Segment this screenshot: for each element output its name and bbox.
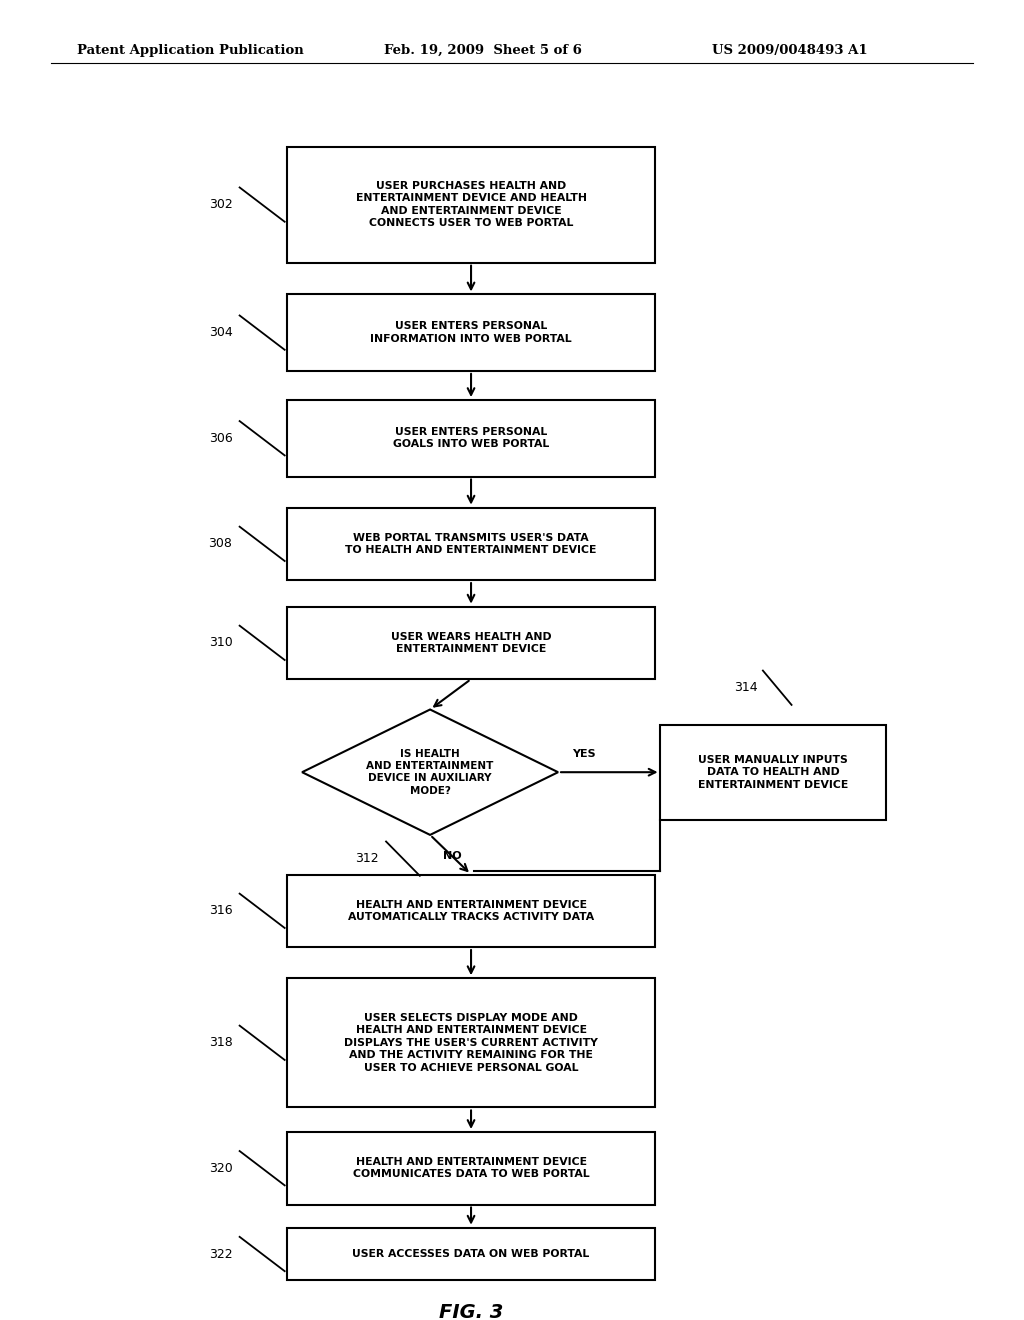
FancyBboxPatch shape bbox=[287, 400, 655, 477]
Text: USER ACCESSES DATA ON WEB PORTAL: USER ACCESSES DATA ON WEB PORTAL bbox=[352, 1249, 590, 1259]
Text: NO: NO bbox=[443, 851, 462, 861]
Text: 308: 308 bbox=[209, 537, 232, 550]
Text: IS HEALTH
AND ENTERTAINMENT
DEVICE IN AUXILIARY
MODE?: IS HEALTH AND ENTERTAINMENT DEVICE IN AU… bbox=[367, 748, 494, 796]
Text: HEALTH AND ENTERTAINMENT DEVICE
COMMUNICATES DATA TO WEB PORTAL: HEALTH AND ENTERTAINMENT DEVICE COMMUNIC… bbox=[352, 1158, 590, 1179]
Text: USER SELECTS DISPLAY MODE AND
HEALTH AND ENTERTAINMENT DEVICE
DISPLAYS THE USER': USER SELECTS DISPLAY MODE AND HEALTH AND… bbox=[344, 1012, 598, 1073]
FancyBboxPatch shape bbox=[287, 1131, 655, 1204]
Text: USER ENTERS PERSONAL
GOALS INTO WEB PORTAL: USER ENTERS PERSONAL GOALS INTO WEB PORT… bbox=[393, 428, 549, 449]
FancyBboxPatch shape bbox=[287, 294, 655, 371]
Text: 312: 312 bbox=[355, 853, 379, 865]
Text: USER WEARS HEALTH AND
ENTERTAINMENT DEVICE: USER WEARS HEALTH AND ENTERTAINMENT DEVI… bbox=[391, 632, 551, 653]
Text: FIG. 3: FIG. 3 bbox=[439, 1303, 503, 1320]
Text: 306: 306 bbox=[209, 432, 232, 445]
Text: YES: YES bbox=[571, 748, 596, 759]
FancyBboxPatch shape bbox=[660, 725, 886, 820]
Text: USER PURCHASES HEALTH AND
ENTERTAINMENT DEVICE AND HEALTH
AND ENTERTAINMENT DEVI: USER PURCHASES HEALTH AND ENTERTAINMENT … bbox=[355, 181, 587, 228]
Text: USER ENTERS PERSONAL
INFORMATION INTO WEB PORTAL: USER ENTERS PERSONAL INFORMATION INTO WE… bbox=[371, 322, 571, 343]
Text: 316: 316 bbox=[209, 904, 232, 917]
Text: 314: 314 bbox=[734, 681, 758, 694]
FancyBboxPatch shape bbox=[287, 607, 655, 678]
Text: 318: 318 bbox=[209, 1036, 232, 1049]
FancyBboxPatch shape bbox=[287, 875, 655, 948]
Text: 320: 320 bbox=[209, 1162, 232, 1175]
FancyBboxPatch shape bbox=[287, 978, 655, 1107]
Polygon shape bbox=[302, 710, 558, 836]
Text: HEALTH AND ENTERTAINMENT DEVICE
AUTOMATICALLY TRACKS ACTIVITY DATA: HEALTH AND ENTERTAINMENT DEVICE AUTOMATI… bbox=[348, 900, 594, 921]
Text: 302: 302 bbox=[209, 198, 232, 211]
Text: 310: 310 bbox=[209, 636, 232, 649]
FancyBboxPatch shape bbox=[287, 1228, 655, 1280]
Text: WEB PORTAL TRANSMITS USER'S DATA
TO HEALTH AND ENTERTAINMENT DEVICE: WEB PORTAL TRANSMITS USER'S DATA TO HEAL… bbox=[345, 533, 597, 554]
Text: US 2009/0048493 A1: US 2009/0048493 A1 bbox=[712, 44, 867, 57]
Text: USER MANUALLY INPUTS
DATA TO HEALTH AND
ENTERTAINMENT DEVICE: USER MANUALLY INPUTS DATA TO HEALTH AND … bbox=[698, 755, 848, 789]
Text: 304: 304 bbox=[209, 326, 232, 339]
FancyBboxPatch shape bbox=[287, 507, 655, 581]
Text: Feb. 19, 2009  Sheet 5 of 6: Feb. 19, 2009 Sheet 5 of 6 bbox=[384, 44, 582, 57]
Text: 322: 322 bbox=[209, 1247, 232, 1261]
FancyBboxPatch shape bbox=[287, 147, 655, 263]
Text: Patent Application Publication: Patent Application Publication bbox=[77, 44, 303, 57]
